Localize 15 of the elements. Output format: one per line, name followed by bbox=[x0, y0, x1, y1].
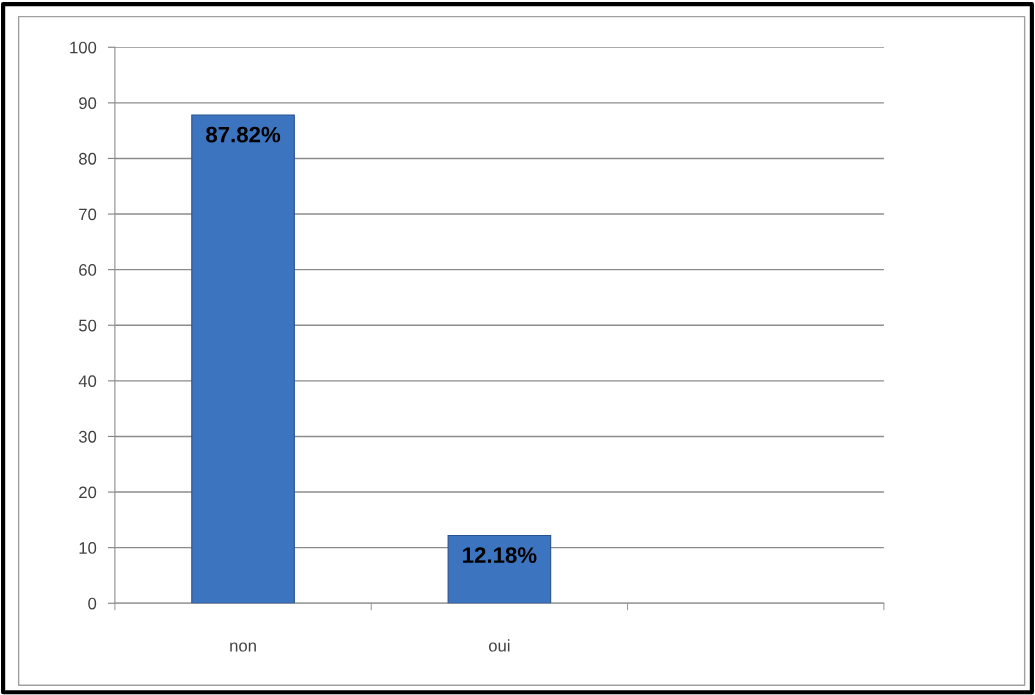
y-tick-label: 100 bbox=[70, 41, 97, 54]
y-tick-label: 10 bbox=[79, 542, 97, 554]
y-tick-label: 70 bbox=[79, 208, 97, 221]
y-tick-label: 40 bbox=[78, 375, 97, 388]
y-tick-label: 80 bbox=[79, 152, 97, 165]
x-tick-label: oui bbox=[488, 639, 510, 652]
data-label: 12.18% bbox=[463, 547, 537, 563]
x-tick-label: non bbox=[230, 642, 256, 652]
y-tick-label: 50 bbox=[78, 319, 97, 332]
y-tick-label: 0 bbox=[88, 597, 97, 610]
y-tick-label: 20 bbox=[79, 486, 97, 499]
y-tick-label: 90 bbox=[79, 97, 97, 110]
y-tick-label: 60 bbox=[79, 264, 97, 276]
data-label: 87.82% bbox=[206, 126, 281, 143]
y-tick-label: 30 bbox=[78, 430, 97, 443]
